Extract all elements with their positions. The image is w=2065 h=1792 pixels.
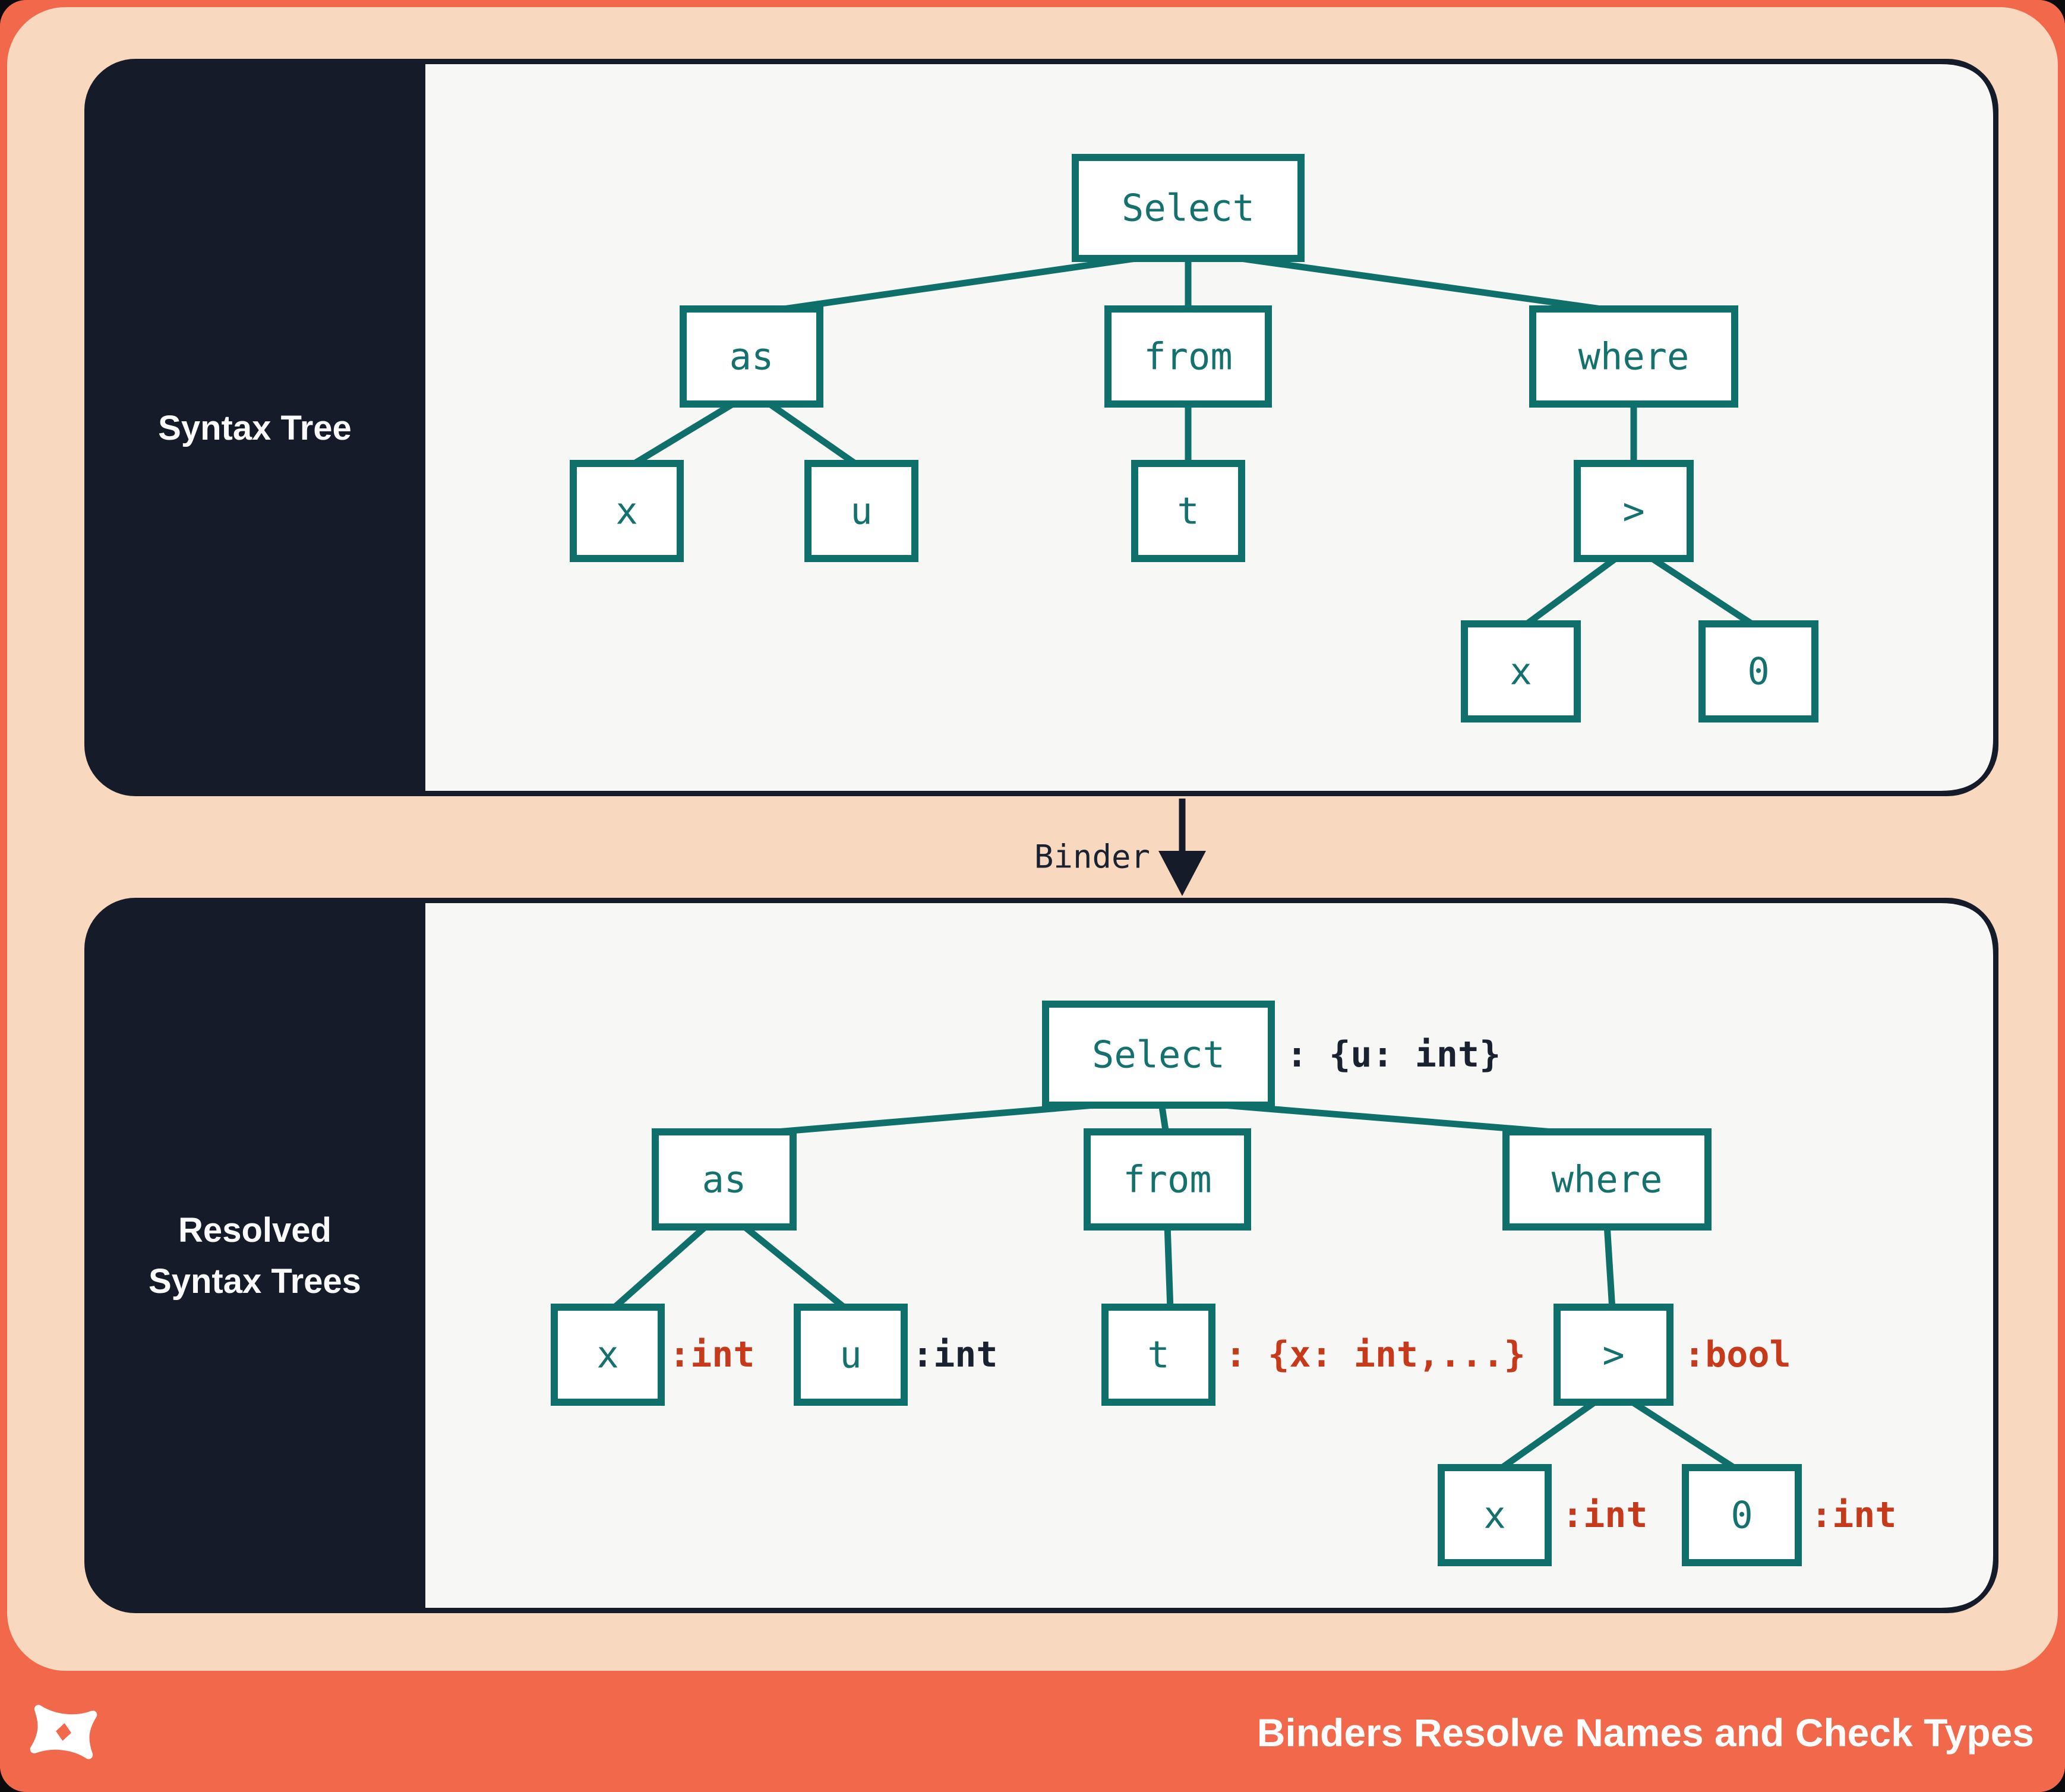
- node-x2-label: x: [1510, 650, 1532, 693]
- resolved-node-t-label: t: [1147, 1333, 1169, 1377]
- node-from: [1104, 305, 1272, 408]
- binder-arrow-head: [1158, 851, 1206, 896]
- node-gt-label: >: [1622, 490, 1644, 533]
- x2-type-annotation: :int: [1562, 1494, 1648, 1536]
- node-as-label: as: [730, 335, 774, 378]
- syntax-tree-nodes: Select as from where x u t > x 0: [570, 154, 1818, 723]
- resolved-node-u: [794, 1304, 908, 1406]
- node-x1-label: x: [615, 490, 637, 533]
- node-select: [1072, 154, 1305, 262]
- resolved-node-t: [1101, 1304, 1215, 1406]
- node-zero: [1698, 620, 1818, 723]
- node-gt: [1574, 460, 1694, 562]
- node-u-label: u: [850, 490, 872, 533]
- node-t: [1131, 460, 1245, 562]
- resolved-node-zero: [1682, 1464, 1802, 1566]
- resolved-node-x2-label: x: [1483, 1494, 1505, 1537]
- resolved-node-x1: [551, 1304, 665, 1406]
- select-type-annotation: : {u: int}: [1286, 1034, 1501, 1075]
- node-from-label: from: [1144, 335, 1232, 378]
- resolved-node-from-label: from: [1123, 1158, 1211, 1201]
- resolved-node-from: [1084, 1128, 1251, 1231]
- node-where: [1529, 305, 1738, 408]
- node-zero-label: 0: [1747, 650, 1769, 693]
- resolved-tree-nodes: Select : {u: int} as from where x :int u…: [551, 1001, 1897, 1566]
- binder-label: Binder: [1034, 838, 1150, 876]
- resolved-node-zero-label: 0: [1731, 1494, 1753, 1537]
- syntax-tree-panel: Syntax Tree Select as from where x: [84, 59, 1998, 796]
- resolved-node-select-label: Select: [1092, 1033, 1225, 1077]
- t-type-annotation: : {x: int,...}: [1225, 1334, 1526, 1375]
- syntax-tree-edges: [627, 253, 1760, 630]
- binder-arrow: Binder: [1034, 799, 1206, 896]
- node-x1: [570, 460, 684, 562]
- resolved-node-where: [1502, 1128, 1712, 1231]
- footer: Binders Resolve Names and Check Types: [30, 1705, 2034, 1759]
- resolved-node-x2: [1438, 1464, 1552, 1566]
- resolved-node-gt-label: >: [1602, 1333, 1624, 1377]
- node-where-label: where: [1578, 335, 1690, 378]
- gt-type-annotation: :bool: [1684, 1334, 1791, 1375]
- resolved-node-where-label: where: [1552, 1158, 1663, 1201]
- x1-type-annotation: :int: [669, 1334, 755, 1375]
- zero-type-annotation: :int: [1811, 1494, 1897, 1536]
- node-select-label: Select: [1122, 187, 1255, 230]
- node-t-label: t: [1177, 490, 1199, 533]
- resolved-node-gt: [1554, 1304, 1674, 1406]
- resolved-panel-body: [425, 903, 1993, 1608]
- resolved-node-as: [652, 1128, 797, 1231]
- syntax-tree-panel-title: Syntax Tree: [158, 409, 352, 447]
- resolved-panel-title-line2: Syntax Trees: [149, 1262, 361, 1301]
- footer-title: Binders Resolve Names and Check Types: [1257, 1711, 2034, 1755]
- u-type-annotation: :int: [912, 1334, 998, 1375]
- resolved-panel-title-line1: Resolved: [178, 1211, 331, 1250]
- resolved-node-u-label: u: [839, 1333, 861, 1377]
- node-x2: [1461, 620, 1581, 723]
- syntax-tree-panel-body: [425, 64, 1993, 791]
- resolved-node-x1-label: x: [596, 1333, 618, 1377]
- node-as: [680, 305, 823, 408]
- resolved-syntax-trees-panel: Resolved Syntax Trees Select : {u: int} …: [84, 898, 1998, 1613]
- dlt-logo-icon: [30, 1705, 97, 1759]
- resolved-node-select: [1042, 1001, 1275, 1109]
- resolved-node-as-label: as: [702, 1158, 747, 1201]
- node-u: [804, 460, 918, 562]
